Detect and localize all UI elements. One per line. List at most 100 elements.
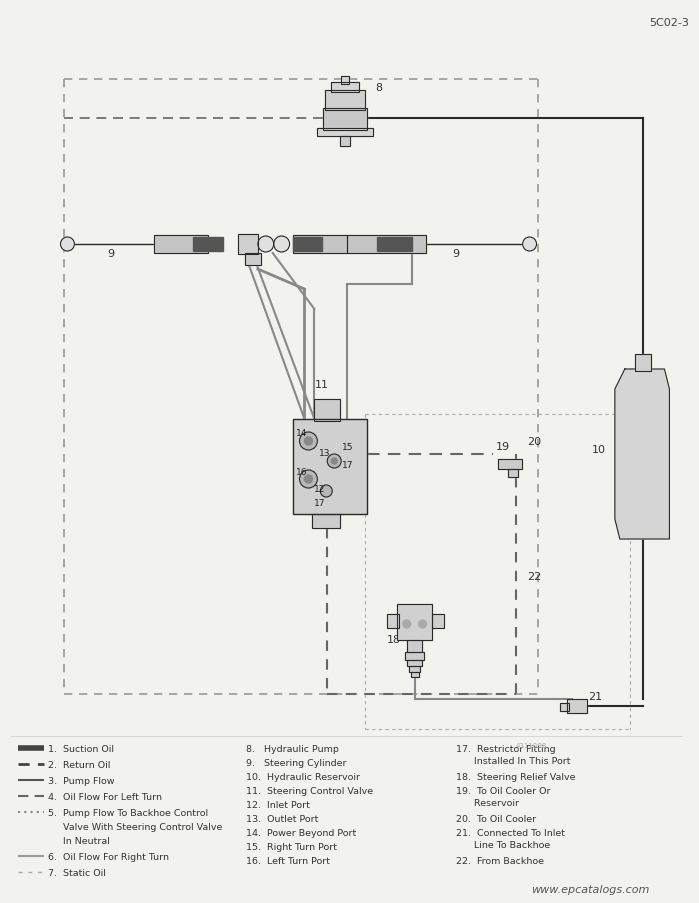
Text: 22: 22 [528,572,542,582]
Text: 10.  Hydraulic Reservoir: 10. Hydraulic Reservoir [246,772,360,781]
Circle shape [320,486,332,498]
Text: 17: 17 [342,461,354,470]
Bar [397,604,433,640]
Bar [377,237,412,252]
Bar [561,703,569,712]
Bar [317,129,373,137]
Bar [317,129,373,137]
Text: 4.  Oil Flow For Left Turn: 4. Oil Flow For Left Turn [48,792,161,801]
Bar [635,355,651,372]
Bar [325,91,365,111]
Bar [324,109,367,131]
Bar [154,236,208,254]
Text: 14.  Power Beyond Port: 14. Power Beyond Port [246,828,356,837]
Bar [238,235,258,255]
Text: 17: 17 [315,498,326,507]
Text: 8.   Hydraulic Pump: 8. Hydraulic Pump [246,744,339,753]
Text: 9.   Steering Cylinder: 9. Steering Cylinder [246,759,347,768]
Bar [405,652,424,660]
Text: 17.  Restrictor Fitting: 17. Restrictor Fitting [456,744,556,753]
Text: 21: 21 [588,691,603,702]
Text: 16: 16 [296,468,307,477]
Bar [498,460,521,470]
Bar [245,254,261,265]
Bar [312,515,340,528]
Bar [407,660,422,666]
Text: 5C02-3: 5C02-3 [649,18,689,28]
Text: 9: 9 [452,248,459,259]
Text: 18.  Steering Relief Valve: 18. Steering Relief Valve [456,772,576,781]
Text: 16.  Left Turn Port: 16. Left Turn Port [246,856,330,865]
Bar [568,699,587,713]
Bar [331,83,359,93]
Circle shape [305,438,312,445]
Bar [407,640,422,652]
Circle shape [327,454,341,469]
Bar [635,355,651,372]
Circle shape [274,237,289,253]
Bar [561,703,569,712]
Bar [315,399,340,422]
Bar [312,515,340,528]
Bar [331,83,359,93]
Text: 2.  Return Oil: 2. Return Oil [48,760,110,769]
Text: Valve With Steering Control Valve: Valve With Steering Control Valve [48,822,222,831]
Text: 12: 12 [315,485,326,493]
Bar [347,236,426,254]
Bar [507,470,518,478]
Bar [293,420,367,515]
Bar [347,236,426,254]
Bar [397,604,433,640]
Text: In Neutral: In Neutral [48,836,110,845]
Bar [568,699,587,713]
Bar [409,666,421,672]
Bar [341,77,349,85]
Polygon shape [615,369,670,539]
Text: 4311098: 4311098 [516,742,547,749]
Text: 3.  Pump Flow: 3. Pump Flow [48,777,114,785]
Bar [293,237,322,252]
Text: 10: 10 [592,444,606,454]
Bar [498,460,521,470]
Bar [387,614,398,628]
Bar [410,672,419,677]
Circle shape [419,620,426,628]
Bar [507,470,518,478]
Circle shape [258,237,274,253]
Text: 20: 20 [528,436,542,446]
Bar [405,652,424,660]
Text: Installed In This Port: Installed In This Port [456,756,570,765]
Bar [238,235,258,255]
Bar [293,420,367,515]
Bar [409,666,421,672]
Text: 18: 18 [387,634,401,644]
Text: 21.  Connected To Inlet: 21. Connected To Inlet [456,828,565,837]
Circle shape [299,433,317,451]
Text: 1.  Suction Oil: 1. Suction Oil [48,744,114,753]
Bar [245,254,261,265]
Text: Reservoir: Reservoir [456,798,519,807]
Text: 13.  Outlet Port: 13. Outlet Port [246,815,318,824]
Bar [194,237,223,252]
Bar [293,236,347,254]
Text: 11: 11 [315,379,329,389]
Bar [340,137,350,147]
Text: 14: 14 [296,429,307,438]
Bar [387,614,398,628]
Bar [433,614,445,628]
Circle shape [523,237,537,252]
Bar [341,77,349,85]
Text: 19: 19 [496,442,510,452]
Circle shape [331,459,337,464]
Text: Line To Backhoe: Line To Backhoe [456,840,550,849]
Bar [293,236,347,254]
Text: 20.  To Oil Cooler: 20. To Oil Cooler [456,815,536,824]
Circle shape [403,620,410,628]
Text: 12.  Inlet Port: 12. Inlet Port [246,800,310,809]
Text: 22.  From Backhoe: 22. From Backhoe [456,856,545,865]
Bar [324,109,367,131]
Bar [154,236,208,254]
Bar [407,640,422,652]
Bar [325,91,365,111]
Bar [340,137,350,147]
